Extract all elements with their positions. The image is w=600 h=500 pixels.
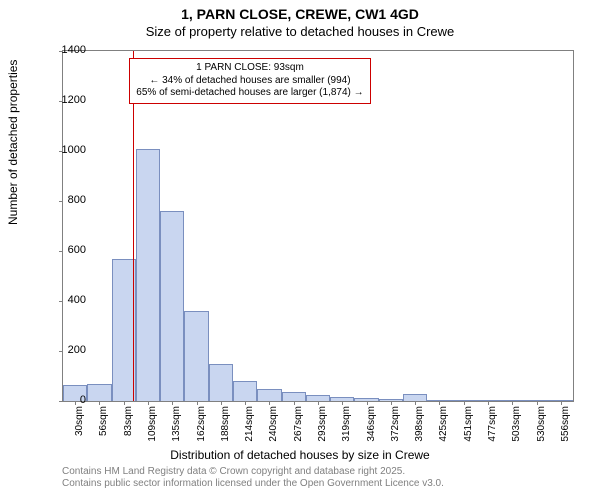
x-tick-label: 240sqm	[268, 406, 279, 446]
x-tick-label: 109sqm	[147, 406, 158, 446]
y-tick-label: 400	[46, 294, 86, 306]
x-tick-mark	[318, 401, 319, 405]
annotation-line: ← 34% of detached houses are smaller (99…	[136, 75, 363, 88]
x-tick-mark	[245, 401, 246, 405]
x-tick-mark	[391, 401, 392, 405]
x-tick-label: 556sqm	[560, 406, 571, 446]
y-tick-label: 1000	[46, 144, 86, 156]
x-tick-mark	[124, 401, 125, 405]
annotation-box: 1 PARN CLOSE: 93sqm← 34% of detached hou…	[129, 58, 370, 104]
x-tick-mark	[561, 401, 562, 405]
x-tick-label: 30sqm	[74, 406, 85, 446]
x-tick-label: 214sqm	[244, 406, 255, 446]
x-tick-label: 83sqm	[123, 406, 134, 446]
x-tick-mark	[269, 401, 270, 405]
x-tick-mark	[464, 401, 465, 405]
footer-line-1: Contains HM Land Registry data © Crown c…	[62, 466, 444, 478]
x-tick-label: 135sqm	[171, 406, 182, 446]
x-tick-label: 451sqm	[463, 406, 474, 446]
histogram-bar	[233, 381, 257, 401]
histogram-bar	[403, 394, 427, 402]
annotation-line: 65% of semi-detached houses are larger (…	[136, 87, 363, 100]
histogram-bar	[112, 259, 136, 402]
y-tick-label: 1400	[46, 44, 86, 56]
histogram-bar	[257, 389, 281, 401]
x-tick-label: 346sqm	[366, 406, 377, 446]
x-tick-mark	[342, 401, 343, 405]
x-tick-label: 530sqm	[536, 406, 547, 446]
y-tick-label: 600	[46, 244, 86, 256]
x-tick-label: 267sqm	[293, 406, 304, 446]
y-axis-label: Number of detached properties	[6, 60, 20, 225]
chart-container: 1, PARN CLOSE, CREWE, CW1 4GD Size of pr…	[0, 0, 600, 500]
title-block: 1, PARN CLOSE, CREWE, CW1 4GD Size of pr…	[0, 0, 600, 39]
x-tick-mark	[197, 401, 198, 405]
reference-line	[133, 51, 134, 401]
x-tick-label: 293sqm	[317, 406, 328, 446]
chart-title: 1, PARN CLOSE, CREWE, CW1 4GD	[0, 6, 600, 22]
y-tick-label: 200	[46, 344, 86, 356]
x-tick-mark	[439, 401, 440, 405]
x-tick-mark	[172, 401, 173, 405]
x-tick-label: 477sqm	[487, 406, 498, 446]
x-tick-mark	[99, 401, 100, 405]
plot-area: 1 PARN CLOSE: 93sqm← 34% of detached hou…	[62, 50, 574, 402]
x-tick-label: 503sqm	[511, 406, 522, 446]
x-axis-label: Distribution of detached houses by size …	[0, 448, 600, 462]
histogram-bar	[282, 392, 306, 401]
x-tick-mark	[537, 401, 538, 405]
histogram-bar	[136, 149, 160, 402]
histogram-bar	[87, 384, 111, 402]
histogram-bar	[209, 364, 233, 402]
footer-line-2: Contains public sector information licen…	[62, 478, 444, 490]
x-tick-mark	[488, 401, 489, 405]
x-tick-mark	[415, 401, 416, 405]
y-tick-label: 0	[46, 394, 86, 406]
x-tick-label: 162sqm	[196, 406, 207, 446]
x-tick-label: 398sqm	[414, 406, 425, 446]
histogram-bar	[184, 311, 208, 401]
x-tick-label: 56sqm	[98, 406, 109, 446]
x-tick-mark	[148, 401, 149, 405]
x-tick-mark	[294, 401, 295, 405]
chart-subtitle: Size of property relative to detached ho…	[0, 24, 600, 39]
y-tick-label: 800	[46, 194, 86, 206]
x-tick-label: 188sqm	[220, 406, 231, 446]
x-tick-label: 372sqm	[390, 406, 401, 446]
x-tick-label: 319sqm	[341, 406, 352, 446]
annotation-line: 1 PARN CLOSE: 93sqm	[136, 62, 363, 75]
x-tick-mark	[221, 401, 222, 405]
x-tick-label: 425sqm	[438, 406, 449, 446]
footer-attribution: Contains HM Land Registry data © Crown c…	[62, 466, 444, 490]
x-tick-mark	[367, 401, 368, 405]
histogram-bar	[160, 211, 184, 401]
x-tick-mark	[512, 401, 513, 405]
y-tick-label: 1200	[46, 94, 86, 106]
